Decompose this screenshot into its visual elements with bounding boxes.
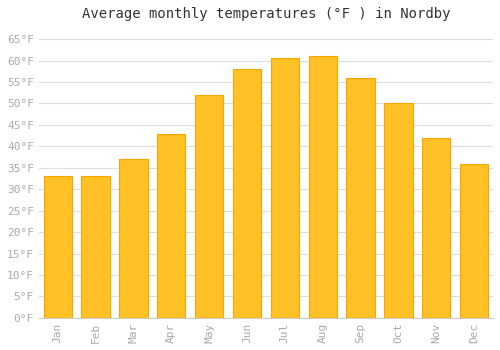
Title: Average monthly temperatures (°F ) in Nordby: Average monthly temperatures (°F ) in No… <box>82 7 450 21</box>
Bar <box>44 176 72 318</box>
Bar <box>270 58 299 318</box>
Bar <box>82 176 110 318</box>
Bar <box>233 69 261 318</box>
Bar <box>157 133 186 318</box>
Bar <box>422 138 450 318</box>
Bar <box>308 56 337 318</box>
Bar <box>119 159 148 318</box>
Bar <box>460 163 488 318</box>
Bar <box>346 78 375 318</box>
Bar <box>195 95 224 318</box>
Bar <box>384 104 412 318</box>
